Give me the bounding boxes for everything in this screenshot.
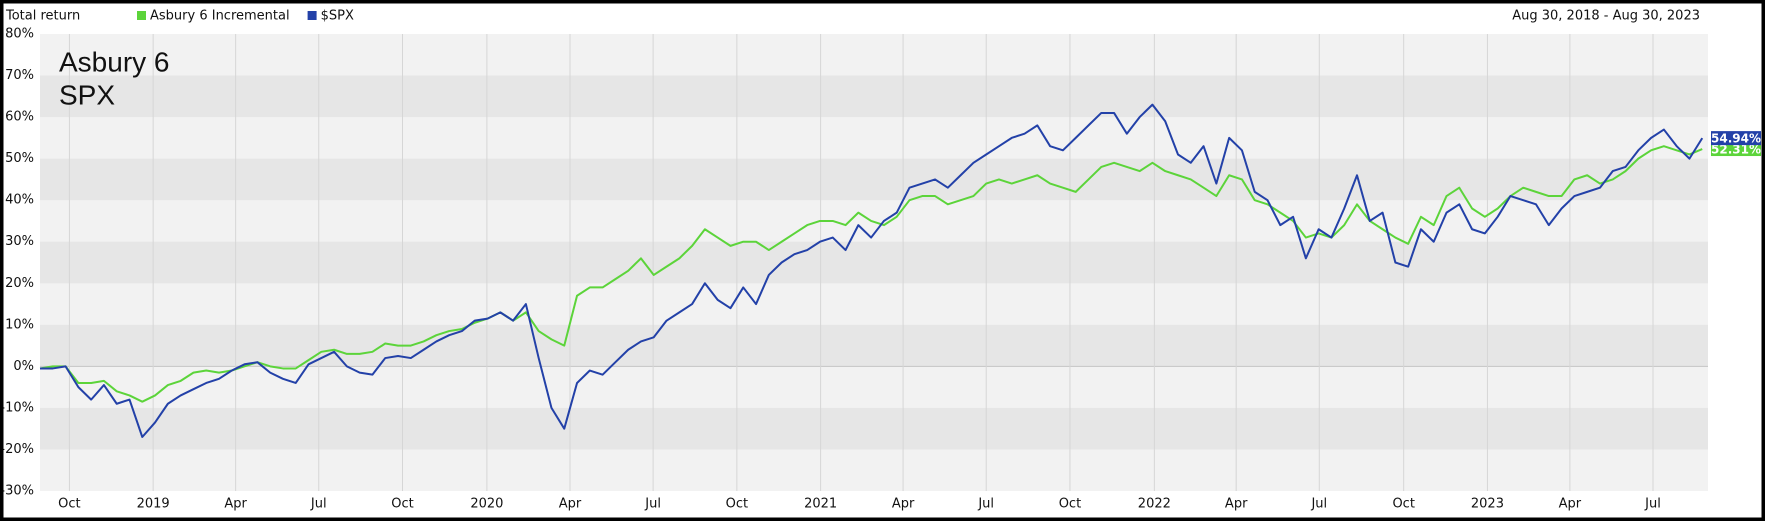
y-tick-label: 80%: [5, 27, 34, 42]
x-tick-label: 2021: [804, 497, 837, 512]
series-line: [40, 103, 1704, 438]
y-tick-label: 0%: [13, 359, 34, 374]
band: [40, 241, 1708, 284]
band: [40, 75, 1708, 118]
series-line: [39, 145, 1703, 403]
band: [40, 324, 1708, 367]
band: [40, 407, 1708, 450]
x-tick-label: 2019: [137, 497, 170, 512]
x-tick-label: Jul: [310, 497, 327, 512]
y-tick-label: 20%: [5, 276, 34, 291]
band: [40, 158, 1708, 201]
legend-label: $SPX: [321, 9, 354, 24]
y-tick-label: 60%: [5, 110, 34, 125]
legend-swatch: [137, 11, 146, 20]
x-tick-label: Oct: [726, 497, 748, 512]
y-tick-label: 10%: [5, 317, 34, 332]
x-tick-label: Oct: [58, 497, 80, 512]
legend-label: Asbury 6 Incremental: [150, 9, 290, 24]
legend-swatch: [307, 11, 317, 20]
x-tick-label: Oct: [1059, 497, 1081, 512]
end-tag-label: 52.31%: [1711, 143, 1761, 157]
chart-title: Total return: [5, 9, 80, 24]
x-tick-label: 2020: [470, 497, 503, 512]
y-tick-label: 40%: [5, 193, 34, 208]
annotation: SPX: [59, 79, 115, 110]
x-tick-label: Apr: [892, 497, 915, 512]
x-tick-label: Apr: [559, 497, 582, 512]
x-tick-label: Jul: [1644, 497, 1661, 512]
end-tag: [1711, 131, 1761, 146]
x-tick-label: Apr: [224, 497, 247, 512]
x-tick-label: Apr: [1559, 497, 1582, 512]
annotation: Asbury 6: [59, 46, 170, 77]
y-tick-label: 30%: [5, 234, 34, 249]
x-tick-label: 2023: [1471, 497, 1504, 512]
y-tick-label: -20%: [0, 442, 34, 457]
x-tick-label: Oct: [391, 497, 413, 512]
date-range: Aug 30, 2018 - Aug 30, 2023: [1512, 9, 1700, 24]
y-tick-label: 50%: [5, 151, 34, 166]
plot-area: -30% -20% -10% 0% 10% 20% 30% 40% 50% 60% 70% 80% Oc…: [0, 27, 1761, 512]
y-tick-label: -30%: [0, 484, 34, 499]
end-tag-label: 54.94%: [1711, 132, 1761, 146]
x-tick-label: Apr: [1225, 497, 1248, 512]
y-tick-label: -10%: [0, 400, 34, 415]
x-tick-label: Jul: [644, 497, 661, 512]
end-tag: [1711, 142, 1761, 157]
x-tick-label: Oct: [1392, 497, 1414, 512]
x-tick-label: 2022: [1138, 497, 1171, 512]
x-tick-label: Jul: [977, 497, 994, 512]
x-tick-label: Jul: [1310, 497, 1327, 512]
y-tick-label: 70%: [5, 68, 34, 83]
